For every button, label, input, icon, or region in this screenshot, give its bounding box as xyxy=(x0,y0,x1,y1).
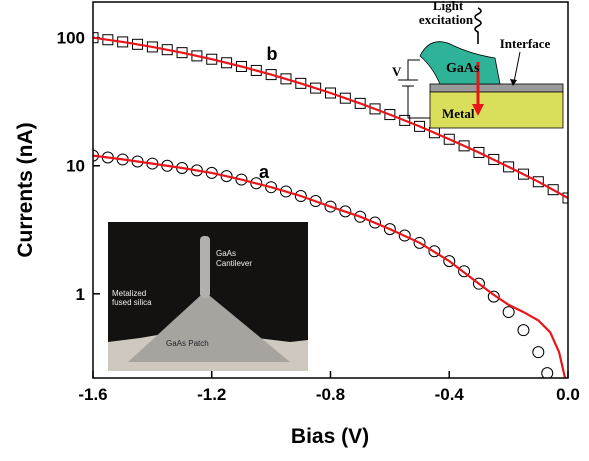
square-marker xyxy=(206,53,218,65)
square-marker xyxy=(369,103,381,115)
circle-marker xyxy=(472,277,485,290)
interface-pointer-head xyxy=(510,79,517,86)
photo-patch xyxy=(128,296,290,362)
square-marker xyxy=(488,153,500,165)
square-marker xyxy=(473,146,485,158)
interface-pointer xyxy=(513,51,521,83)
square-marker xyxy=(250,64,262,76)
square-marker xyxy=(354,97,366,109)
schematic-label: GaAs xyxy=(446,61,480,76)
fit-line xyxy=(93,154,567,378)
circle-marker xyxy=(502,306,515,319)
x-tick-label: -0.4 xyxy=(435,385,465,404)
circle-marker xyxy=(354,210,367,223)
square-marker xyxy=(280,73,292,85)
circle-marker xyxy=(265,181,278,194)
circle-marker xyxy=(517,324,530,337)
gaas-block xyxy=(419,41,501,85)
square-marker xyxy=(310,82,322,94)
schematic-label: V xyxy=(392,64,402,79)
plot-area: -1.6 -1.2 -0.8 -0.4 0.0 1 10 100 xyxy=(57,1,580,404)
square-marker xyxy=(399,114,411,126)
square-marker xyxy=(562,192,568,204)
schematic-label: Metal xyxy=(442,106,475,121)
circuit-wire xyxy=(398,59,430,119)
curve-label: b xyxy=(267,44,278,64)
photo-label: GaAs Patch xyxy=(166,339,209,348)
y-tick-label: 100 xyxy=(57,29,85,48)
schematic-label: Interface xyxy=(500,36,551,51)
circle-marker xyxy=(532,346,545,359)
circle-marker xyxy=(235,173,248,186)
square-marker xyxy=(517,168,529,180)
schematic-label: Light xyxy=(433,0,464,13)
circle-marker xyxy=(458,265,471,278)
circle-marker xyxy=(487,290,500,303)
photo-label: Cantilever xyxy=(216,259,252,268)
photo-cantilever xyxy=(200,236,210,298)
data-layer xyxy=(93,32,568,378)
photo-label: GaAs xyxy=(216,249,236,258)
square-marker xyxy=(384,109,396,121)
circle-marker xyxy=(339,205,352,218)
x-axis-title: Bias (V) xyxy=(291,425,369,448)
metal-block xyxy=(429,91,564,129)
square-marker xyxy=(458,140,470,152)
square-marker xyxy=(235,60,247,72)
x-tick-label: -0.8 xyxy=(316,385,345,404)
y-tick-label: 1 xyxy=(76,285,85,304)
circle-marker xyxy=(443,255,456,268)
curve-label: a xyxy=(259,162,270,182)
circle-marker xyxy=(541,367,554,378)
y-axis-title: Currents (nA) xyxy=(14,122,37,257)
square-marker xyxy=(265,69,277,81)
photo-label: fused silica xyxy=(112,298,152,307)
square-marker xyxy=(547,184,559,196)
circle-marker xyxy=(250,177,263,190)
circle-marker xyxy=(383,223,396,236)
photo-inset: GaAs Cantilever Metalized fused silica G… xyxy=(108,222,308,371)
interface-layer xyxy=(429,83,564,93)
square-marker xyxy=(443,133,455,145)
y-tick-label: 10 xyxy=(66,157,85,176)
light-squiggle xyxy=(474,7,482,44)
square-marker xyxy=(221,57,233,69)
current-arrow-head xyxy=(472,104,484,116)
circle-marker xyxy=(413,236,426,249)
x-tick-label: 0.0 xyxy=(556,385,580,404)
circle-marker xyxy=(324,200,337,213)
square-marker xyxy=(295,77,307,89)
circle-marker xyxy=(279,185,292,198)
x-tick-label: -1.2 xyxy=(197,385,226,404)
square-marker xyxy=(503,161,515,173)
circle-marker xyxy=(428,245,441,258)
square-marker xyxy=(325,87,336,99)
plot-frame xyxy=(92,1,569,379)
fit-line xyxy=(93,36,568,199)
x-tick-label: -1.6 xyxy=(78,385,107,404)
circle-marker xyxy=(294,190,307,203)
circle-marker xyxy=(309,195,322,208)
schematic-label: excitation xyxy=(419,12,474,27)
square-marker xyxy=(414,120,426,132)
circle-marker xyxy=(369,216,382,229)
schematic: Light excitation Interface GaAs V Metal xyxy=(392,0,564,129)
square-marker xyxy=(532,176,544,188)
square-marker xyxy=(339,92,351,104)
photo-label: Metalized xyxy=(112,289,146,298)
circle-marker xyxy=(398,229,411,242)
